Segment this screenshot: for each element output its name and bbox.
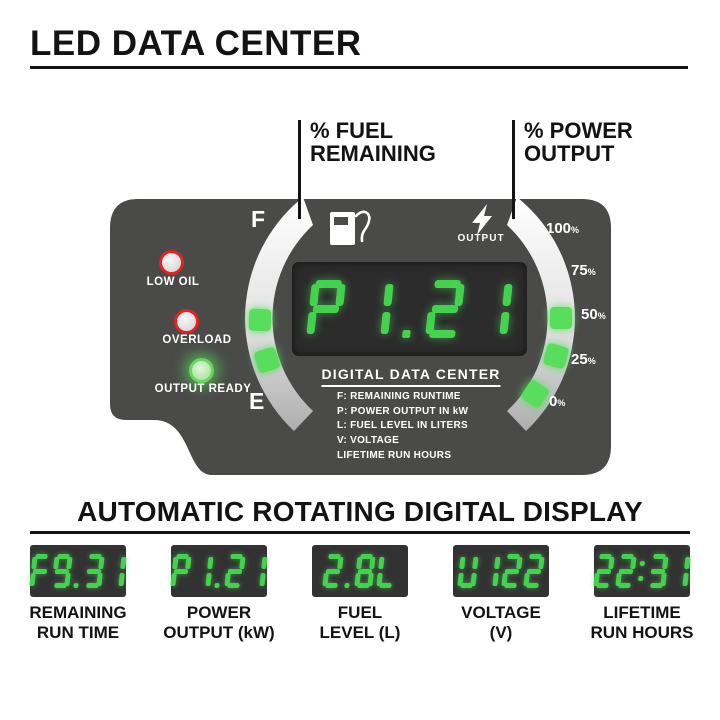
fuel-empty-label: E	[249, 388, 265, 414]
display-legend: F: REMAINING RUNTIME P: POWER OUTPUT IN …	[337, 390, 468, 464]
lightning-icon	[472, 204, 492, 235]
display-digit	[376, 554, 398, 588]
led-display-box	[29, 545, 127, 597]
power-tick-label: 100%	[546, 220, 580, 237]
display-digit	[669, 554, 691, 588]
overload-led	[174, 309, 199, 334]
led-display-box	[593, 545, 691, 597]
display-colon	[637, 554, 646, 588]
display-digit	[457, 554, 479, 588]
display-digit	[425, 280, 465, 338]
power-callout-line1: % POWER	[524, 118, 633, 143]
display-digit	[192, 554, 214, 588]
display-value	[593, 554, 691, 588]
power-output-label: OUTPUT	[457, 233, 505, 244]
display-digit	[51, 554, 73, 588]
display-digit	[615, 554, 637, 588]
display-value	[322, 554, 398, 588]
display-digit	[224, 554, 246, 588]
fuel-callout-line1: % FUEL	[310, 118, 394, 143]
output-ready-led	[189, 358, 214, 383]
legend-line: L: FUEL LEVEL IN LITERS	[337, 420, 468, 432]
display-digit	[647, 554, 669, 588]
display-digit	[501, 554, 523, 588]
display-digit	[354, 554, 376, 588]
display-dot	[214, 554, 223, 588]
display-digit	[523, 554, 545, 588]
display-digit	[105, 554, 127, 588]
fuel-callout: % FUEL REMAINING	[310, 119, 436, 165]
low-oil-label: LOW OIL	[146, 276, 200, 288]
display-digit	[473, 280, 513, 338]
fuel-callout-line2: REMAINING	[310, 141, 436, 166]
power-gauge-arc	[507, 197, 575, 431]
main-display-value	[306, 280, 513, 338]
power-tick-label: 25%	[571, 351, 596, 368]
overload-label: OVERLOAD	[162, 334, 232, 346]
power-callout: % POWER OUTPUT	[524, 119, 633, 165]
power-tick-label: 75%	[571, 262, 596, 279]
legend-line: P: POWER OUTPUT IN kW	[337, 405, 469, 417]
power-leader-line	[512, 120, 515, 219]
power-gauge-segment	[543, 343, 569, 369]
display-caption: POWER OUTPUT (kW)	[163, 603, 275, 642]
output-ready-label: OUTPUT READY	[154, 383, 252, 395]
power-tick-label: 50%	[581, 306, 606, 323]
legend-line: F: REMAINING RUNTIME	[337, 391, 461, 402]
display-value	[29, 554, 127, 588]
power-gauge-segment	[521, 380, 549, 408]
display-value	[457, 554, 545, 588]
display-caption: LIFETIME RUN HOURS	[590, 603, 694, 642]
display-caption: FUEL LEVEL (L)	[319, 603, 401, 642]
display-digit	[83, 554, 105, 588]
display-dot	[344, 554, 353, 588]
display-digit	[306, 280, 346, 338]
fuel-gauge-segment	[254, 347, 280, 373]
legend-line: LIFETIME RUN HOURS	[337, 449, 452, 461]
fuel-full-label: F	[251, 206, 266, 232]
display-caption: REMAINING RUN TIME	[29, 603, 127, 642]
led-display-box	[170, 545, 268, 597]
display-digit	[29, 554, 51, 588]
power-callout-line2: OUTPUT	[524, 141, 615, 166]
rotating-display-heading: AUTOMATIC ROTATING DIGITAL DISPLAY	[77, 496, 643, 527]
fuel-pump-icon	[330, 210, 371, 245]
display-digit	[322, 554, 344, 588]
display-caption: VOLTAGE (V)	[461, 603, 541, 642]
display-value	[170, 554, 268, 588]
display-digit	[246, 554, 268, 588]
legend-line: V: VOLTAGE	[337, 435, 400, 447]
fuel-leader-line	[298, 120, 301, 219]
display-digit	[479, 554, 501, 588]
display-dot	[402, 280, 417, 338]
title-rule	[30, 66, 688, 69]
digital-data-center-title: DIGITAL DATA CENTER	[321, 366, 501, 387]
led-display-box	[453, 545, 549, 597]
rotating-heading-rule	[30, 531, 690, 534]
display-dot	[73, 554, 82, 588]
display-digit	[170, 554, 192, 588]
power-tick-label: 0%	[549, 393, 566, 410]
display-digit	[354, 280, 394, 338]
power-gauge-segment	[550, 307, 572, 329]
fuel-gauge-segment	[248, 308, 272, 332]
low-oil-led	[159, 250, 184, 275]
page-title: LED DATA CENTER	[30, 24, 362, 63]
display-digit	[593, 554, 615, 588]
led-display-box	[312, 545, 408, 597]
main-led-display	[292, 262, 527, 356]
